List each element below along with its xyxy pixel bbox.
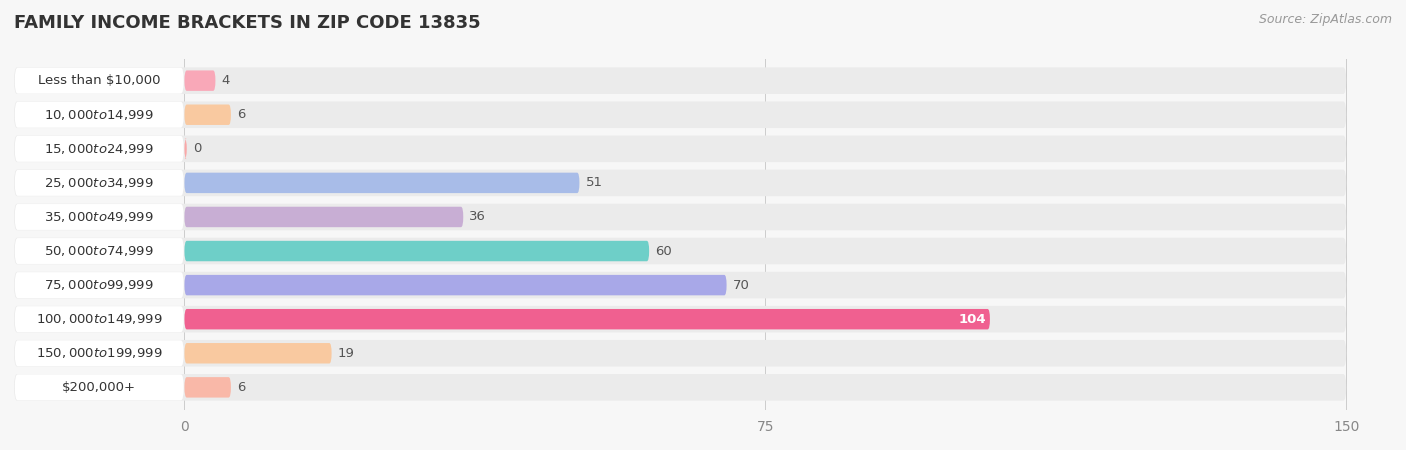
FancyBboxPatch shape (184, 377, 231, 397)
Text: 60: 60 (655, 244, 672, 257)
Text: FAMILY INCOME BRACKETS IN ZIP CODE 13835: FAMILY INCOME BRACKETS IN ZIP CODE 13835 (14, 14, 481, 32)
FancyBboxPatch shape (15, 238, 184, 264)
FancyBboxPatch shape (184, 173, 579, 193)
FancyBboxPatch shape (184, 275, 727, 295)
FancyBboxPatch shape (15, 272, 184, 298)
Text: $50,000 to $74,999: $50,000 to $74,999 (45, 244, 155, 258)
FancyBboxPatch shape (15, 170, 184, 196)
FancyBboxPatch shape (15, 374, 184, 400)
Text: $25,000 to $34,999: $25,000 to $34,999 (45, 176, 155, 190)
FancyBboxPatch shape (184, 343, 332, 364)
Text: 4: 4 (222, 74, 231, 87)
Text: 104: 104 (959, 313, 986, 326)
FancyBboxPatch shape (14, 238, 1346, 264)
FancyBboxPatch shape (184, 71, 215, 91)
FancyBboxPatch shape (15, 204, 184, 230)
Text: Source: ZipAtlas.com: Source: ZipAtlas.com (1258, 14, 1392, 27)
FancyBboxPatch shape (15, 136, 184, 162)
Text: $100,000 to $149,999: $100,000 to $149,999 (37, 312, 163, 326)
FancyBboxPatch shape (184, 104, 231, 125)
FancyBboxPatch shape (14, 374, 1346, 400)
FancyBboxPatch shape (184, 241, 650, 261)
Text: $150,000 to $199,999: $150,000 to $199,999 (37, 346, 163, 360)
Text: $200,000+: $200,000+ (62, 381, 136, 394)
Text: Less than $10,000: Less than $10,000 (38, 74, 160, 87)
FancyBboxPatch shape (14, 204, 1346, 230)
Text: 70: 70 (733, 279, 749, 292)
FancyBboxPatch shape (184, 309, 990, 329)
FancyBboxPatch shape (15, 306, 184, 332)
FancyBboxPatch shape (14, 135, 1346, 162)
FancyBboxPatch shape (14, 306, 1346, 333)
FancyBboxPatch shape (14, 68, 1346, 94)
Text: $35,000 to $49,999: $35,000 to $49,999 (45, 210, 155, 224)
Text: $10,000 to $14,999: $10,000 to $14,999 (45, 108, 155, 122)
FancyBboxPatch shape (15, 68, 184, 94)
Text: 6: 6 (238, 108, 246, 121)
FancyBboxPatch shape (184, 207, 463, 227)
Text: $15,000 to $24,999: $15,000 to $24,999 (45, 142, 155, 156)
FancyBboxPatch shape (184, 139, 187, 159)
Text: 0: 0 (193, 142, 201, 155)
Text: 36: 36 (470, 211, 486, 224)
FancyBboxPatch shape (14, 170, 1346, 196)
FancyBboxPatch shape (15, 102, 184, 128)
FancyBboxPatch shape (15, 340, 184, 366)
Text: 19: 19 (337, 347, 354, 360)
Text: 51: 51 (586, 176, 603, 189)
FancyBboxPatch shape (14, 101, 1346, 128)
Text: $75,000 to $99,999: $75,000 to $99,999 (45, 278, 155, 292)
FancyBboxPatch shape (14, 340, 1346, 367)
Text: 6: 6 (238, 381, 246, 394)
FancyBboxPatch shape (14, 272, 1346, 298)
